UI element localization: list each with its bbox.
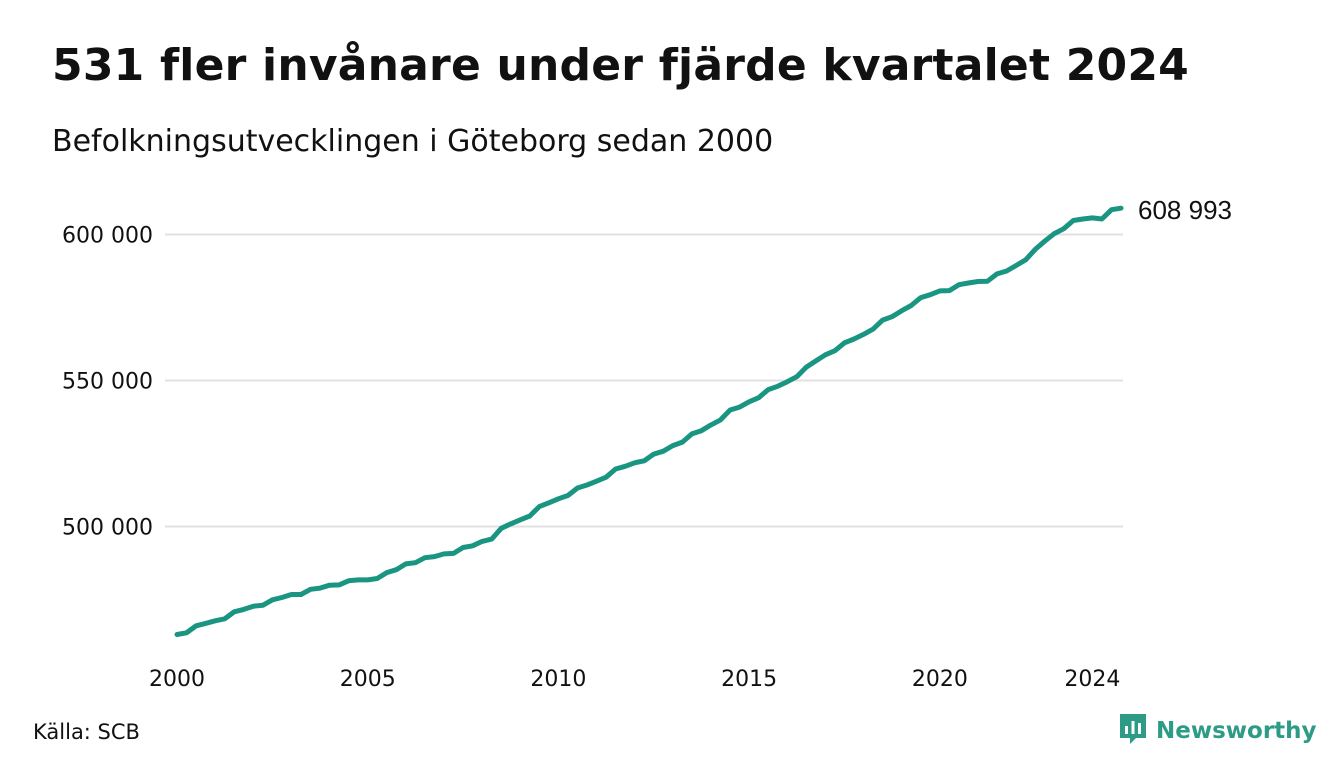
brand-name: Newsworthy (1156, 718, 1317, 744)
chart-subtitle: Befolkningsutvecklingen i Göteborg sedan… (52, 124, 774, 159)
x-tick-label: 2015 (721, 667, 777, 692)
x-tick-label: 2024 (1064, 667, 1120, 692)
brand-logo[interactable]: Newsworthy (1118, 712, 1317, 750)
x-tick-label: 2005 (340, 667, 396, 692)
chart-title: 531 fler invånare under fjärde kvartalet… (52, 40, 1189, 91)
x-tick-label: 2020 (912, 667, 968, 692)
series-line (174, 205, 1124, 637)
x-axis-tick-labels: 2000 2005 2010 2015 2020 2024 (149, 667, 1120, 692)
series-line-group (174, 205, 1124, 637)
gridlines (165, 233, 1123, 528)
x-tick-label: 2010 (530, 667, 586, 692)
end-value-label: 608 993 (1138, 195, 1232, 225)
y-axis-tick-labels: 500 000 550 000 600 000 (62, 224, 153, 541)
source-note: Källa: SCB (33, 720, 140, 744)
y-tick-label: 500 000 (62, 516, 153, 541)
y-tick-label: 600 000 (62, 224, 153, 249)
x-tick-label: 2000 (149, 667, 205, 692)
newsworthy-logo-icon (1118, 712, 1148, 750)
y-tick-label: 550 000 (62, 370, 153, 395)
